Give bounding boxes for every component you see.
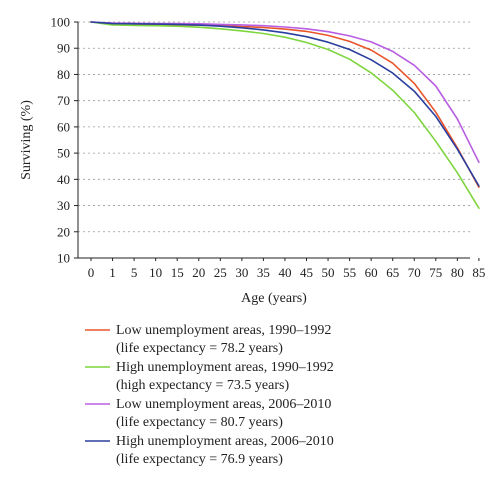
x-tick-label: 75 <box>429 265 442 280</box>
legend-entry-label: High unemployment areas, 2006–2010 <box>116 434 334 449</box>
series-lines <box>90 21 480 209</box>
x-tick-label: 45 <box>300 265 313 280</box>
x-axis-title: Age (years) <box>241 291 307 306</box>
y-tick-label: 60 <box>57 119 70 134</box>
y-tick-label: 50 <box>57 146 70 161</box>
x-tick-label: 50 <box>322 265 335 280</box>
y-tick-label: 90 <box>57 41 70 56</box>
x-tick-labels: 0 1 5 10 15 20 25 30 35 40 45 50 55 60 65 70 75 80 85 <box>88 258 485 280</box>
x-tick-label: 85 <box>472 265 485 280</box>
x-tick-label: 80 <box>451 265 464 280</box>
series-line-2 <box>90 21 480 209</box>
x-tick-label: 5 <box>131 265 138 280</box>
y-tick-label: 100 <box>51 15 71 30</box>
x-tick-label: 40 <box>278 265 291 280</box>
legend: Low unemployment areas, 1990–1992 (life e… <box>85 323 334 467</box>
grid-lines <box>78 21 470 233</box>
y-tick-label: 40 <box>57 172 70 187</box>
y-axis-title: Surviving (%) <box>19 100 34 180</box>
x-tick-label: 30 <box>235 265 248 280</box>
x-tick-label: 25 <box>214 265 227 280</box>
y-tick-label: 80 <box>57 67 70 82</box>
x-tick-label: 35 <box>257 265 270 280</box>
axes <box>77 22 470 259</box>
y-tick-labels: 10 20 30 40 50 60 70 80 90 100 <box>51 15 78 266</box>
y-tick-label: 10 <box>57 251 70 266</box>
x-tick-label: 55 <box>343 265 356 280</box>
legend-entry-note: (life expectancy = 80.7 years) <box>116 415 283 430</box>
x-tick-label: 1 <box>109 265 116 280</box>
series-line-1 <box>90 21 480 188</box>
legend-entry-note: (life expectancy = 78.2 years) <box>116 341 283 356</box>
y-tick-label: 20 <box>57 224 70 239</box>
x-tick-label: 65 <box>386 265 399 280</box>
legend-entry-note: (life expectancy = 76.9 years) <box>116 452 283 467</box>
legend-entry-label: Low unemployment areas, 1990–1992 <box>116 323 331 338</box>
x-tick-label: 15 <box>171 265 184 280</box>
legend-entry-note: (high expectancy = 73.5 years) <box>116 378 289 393</box>
x-tick-label: 70 <box>408 265 421 280</box>
x-tick-label: 60 <box>365 265 378 280</box>
x-tick-label: 20 <box>192 265 205 280</box>
x-tick-label: 0 <box>88 265 95 280</box>
x-tick-label: 10 <box>149 265 162 280</box>
legend-entry-label: High unemployment areas, 1990–1992 <box>116 360 334 375</box>
y-tick-label: 30 <box>57 198 70 213</box>
series-line-4 <box>90 21 480 187</box>
y-tick-label: 70 <box>57 93 70 108</box>
legend-entry-label: Low unemployment areas, 2006–2010 <box>116 397 331 412</box>
